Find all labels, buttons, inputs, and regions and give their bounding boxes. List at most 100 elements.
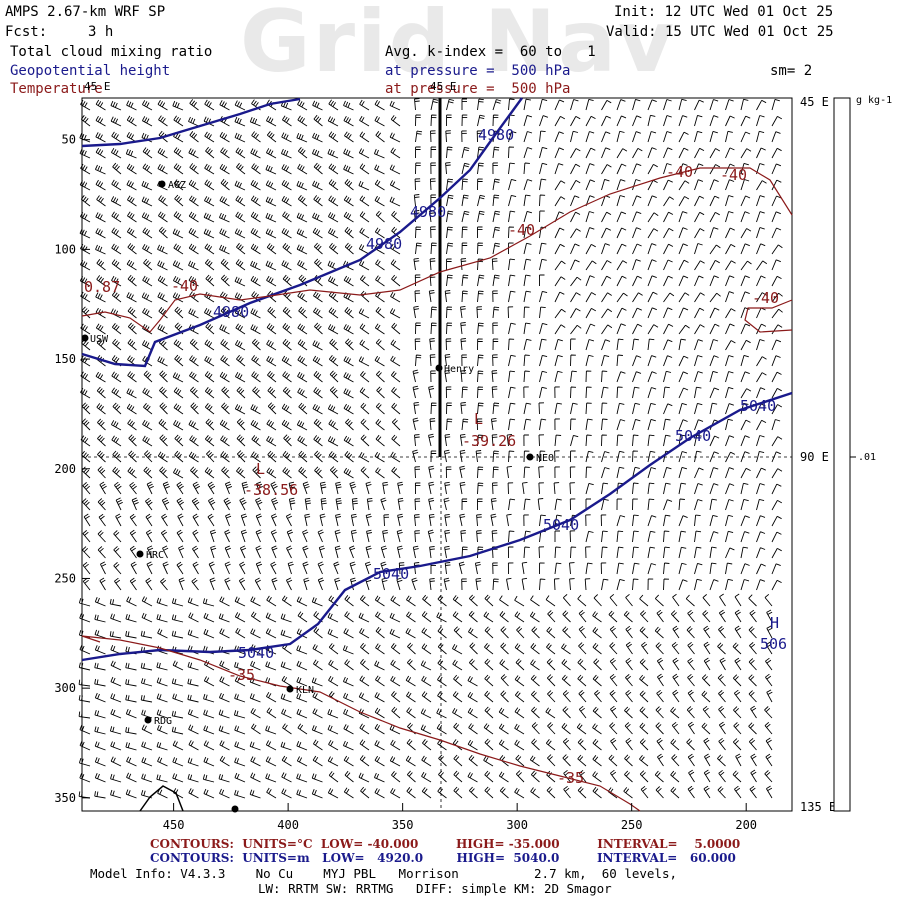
wind-barb bbox=[709, 498, 717, 511]
wind-barb bbox=[468, 594, 478, 607]
wind-barb bbox=[647, 530, 656, 543]
wind-barb bbox=[554, 466, 560, 479]
wind-barb bbox=[156, 693, 168, 703]
high-value: 506 bbox=[760, 635, 787, 653]
wind-barb bbox=[281, 355, 292, 367]
wind-barb bbox=[467, 772, 478, 783]
wind-barb bbox=[127, 274, 137, 287]
wind-barb bbox=[771, 563, 781, 575]
wind-barb bbox=[189, 99, 199, 111]
wind-barb bbox=[313, 739, 323, 751]
wind-barb bbox=[313, 370, 323, 383]
wind-barb bbox=[430, 322, 437, 335]
wind-barb bbox=[374, 99, 385, 111]
wind-barb bbox=[477, 482, 484, 495]
wind-barb bbox=[647, 147, 657, 159]
wind-barb bbox=[391, 210, 401, 223]
wind-barb bbox=[162, 561, 169, 575]
wind-barb bbox=[577, 786, 587, 799]
wind-barb bbox=[523, 258, 532, 271]
wind-barb bbox=[111, 371, 122, 383]
wind-barb bbox=[709, 323, 720, 335]
wind-barb bbox=[601, 131, 611, 143]
wind-barb bbox=[178, 545, 185, 559]
y-tick-label: 100 bbox=[54, 242, 76, 256]
wind-barb bbox=[647, 498, 655, 511]
wind-barb bbox=[461, 210, 470, 223]
kindex-text: Avg. k-index = 60 to 1 bbox=[385, 44, 596, 60]
wind-barb bbox=[671, 754, 680, 767]
wind-barb bbox=[508, 338, 515, 351]
wind-barb bbox=[127, 371, 137, 383]
wind-barb bbox=[349, 545, 356, 559]
wind-barb bbox=[756, 227, 765, 239]
wind-barb bbox=[125, 727, 137, 735]
wind-barb bbox=[204, 259, 215, 271]
lon-label: 90 E bbox=[800, 450, 829, 464]
wind-barb bbox=[350, 529, 357, 543]
wind-barb bbox=[492, 306, 500, 319]
wind-barb bbox=[311, 148, 323, 159]
height-label: 5040 bbox=[675, 427, 711, 445]
wind-barb bbox=[694, 324, 705, 335]
wind-barb bbox=[112, 162, 122, 175]
wind-barb bbox=[112, 402, 122, 415]
wind-barb bbox=[507, 562, 514, 575]
wind-barb bbox=[616, 115, 627, 127]
wind-barb bbox=[616, 99, 626, 111]
wind-barb bbox=[429, 338, 435, 351]
wind-barb bbox=[616, 354, 623, 367]
wind-barb bbox=[508, 242, 514, 255]
wind-barb bbox=[219, 163, 230, 175]
wind-barb bbox=[530, 690, 540, 703]
wind-barb bbox=[771, 548, 782, 559]
wind-barb bbox=[429, 354, 436, 367]
wind-barb bbox=[241, 481, 249, 495]
wind-barb bbox=[359, 99, 370, 111]
wind-barb bbox=[554, 243, 565, 255]
wind-barb bbox=[570, 259, 580, 271]
height-contour-4980 bbox=[81, 97, 523, 368]
wind-barb bbox=[430, 114, 437, 127]
wind-barb bbox=[375, 626, 385, 639]
wind-barb bbox=[280, 101, 292, 111]
wind-barb bbox=[189, 291, 199, 303]
wind-barb bbox=[415, 322, 421, 335]
wind-barb bbox=[79, 613, 91, 623]
wind-barb bbox=[523, 530, 531, 543]
wind-barb bbox=[694, 499, 703, 511]
wind-barb bbox=[397, 497, 404, 511]
wind-barb bbox=[601, 546, 608, 559]
wind-barb bbox=[483, 723, 494, 735]
wind-barb bbox=[709, 546, 717, 559]
wind-barb bbox=[234, 180, 246, 191]
wind-barb bbox=[570, 292, 581, 303]
wind-barb bbox=[678, 355, 689, 367]
wind-barb bbox=[204, 131, 215, 143]
wind-barb bbox=[709, 275, 719, 287]
wind-barb bbox=[208, 561, 215, 575]
station-label: NEO bbox=[536, 453, 554, 464]
wind-barb bbox=[554, 562, 562, 575]
wind-barb bbox=[771, 388, 782, 399]
wind-barb bbox=[670, 738, 680, 751]
wind-barb bbox=[430, 242, 437, 255]
wind-barb bbox=[554, 227, 565, 239]
wind-barb bbox=[412, 545, 419, 559]
wind-barb bbox=[491, 386, 498, 399]
wind-barb bbox=[694, 147, 705, 159]
wind-barb bbox=[725, 147, 735, 159]
y-tick-label: 250 bbox=[54, 571, 76, 585]
wind-barb bbox=[725, 562, 733, 575]
wind-barb bbox=[570, 386, 577, 399]
wind-barb bbox=[312, 708, 323, 719]
wind-barb bbox=[616, 371, 626, 383]
wind-barb bbox=[539, 194, 546, 207]
wind-barb bbox=[281, 132, 292, 143]
wind-barb bbox=[188, 179, 199, 191]
wind-barb bbox=[312, 692, 323, 703]
wind-barb bbox=[771, 259, 781, 271]
wind-barb bbox=[733, 706, 742, 719]
wind-barb bbox=[94, 692, 106, 703]
wind-barb bbox=[554, 276, 566, 287]
